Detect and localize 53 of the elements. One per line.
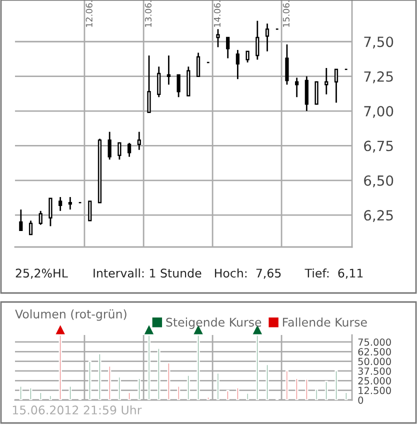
x-tick-label: 13.06. — [144, 0, 152, 27]
candlestick — [127, 142, 132, 158]
candlestick — [285, 44, 289, 86]
candlestick — [176, 74, 180, 98]
y-tick-label: 6,25 — [364, 210, 393, 222]
y-tick-label: 75.000 — [358, 338, 391, 346]
y-tick-label: 7,25 — [364, 71, 393, 84]
candlestick — [216, 28, 220, 48]
candlestick — [236, 49, 240, 80]
candlestick — [68, 196, 72, 210]
y-tick-label: 7,00 — [364, 106, 394, 118]
text: Hoch: 7,65 — [214, 268, 281, 279]
chart-title: Volumen (rot-grün) — [15, 309, 126, 321]
candlestick — [48, 198, 52, 227]
text: 15.06.2012 21:59 Uhr — [12, 405, 142, 414]
y-tick-label: 25.000 — [358, 377, 391, 384]
candlestick — [265, 22, 270, 52]
candlestick — [88, 200, 92, 222]
x-tick-label: 12.06. — [86, 0, 92, 27]
y-tick-label: 12.500 — [358, 386, 391, 394]
candlestick — [108, 131, 112, 160]
candlestick — [256, 20, 260, 60]
candlestick — [137, 131, 141, 151]
text: Tief: 6,11 — [304, 268, 363, 279]
candlestick — [58, 196, 62, 212]
legend-label: Steigende Kurse — [166, 318, 262, 329]
candlestick — [196, 52, 200, 78]
y-tick-label: 6,50 — [364, 175, 394, 188]
candlestick — [118, 142, 122, 160]
y-tick-label: 62.500 — [358, 348, 391, 356]
y-tick-label: 37.500 — [358, 367, 391, 375]
candlestick — [166, 54, 171, 86]
text: Intervall: 1 Stunde — [94, 268, 202, 278]
candlestick — [226, 36, 230, 59]
candlestick — [246, 50, 250, 64]
candlestick — [314, 81, 318, 105]
x-tick-label: 14.06. — [214, 0, 221, 27]
candlestick — [324, 67, 328, 96]
y-tick-label: 50.000 — [358, 358, 391, 366]
candlestick — [38, 210, 42, 226]
text: 25,2%HL — [16, 268, 68, 279]
candlestick — [19, 208, 23, 232]
y-tick-label: 7,50 — [364, 36, 394, 49]
candlestick — [28, 220, 33, 236]
y-tick-label: 0 — [358, 396, 364, 404]
candlestick — [295, 77, 299, 98]
y-tick-label: 6,75 — [364, 140, 393, 153]
candlestick — [304, 76, 308, 112]
legend-label: Fallende Kurse — [282, 318, 367, 327]
x-tick-label: 15.06. — [282, 0, 290, 27]
candlestick — [157, 66, 161, 98]
candlestick — [147, 54, 151, 114]
candlestick — [334, 68, 338, 104]
